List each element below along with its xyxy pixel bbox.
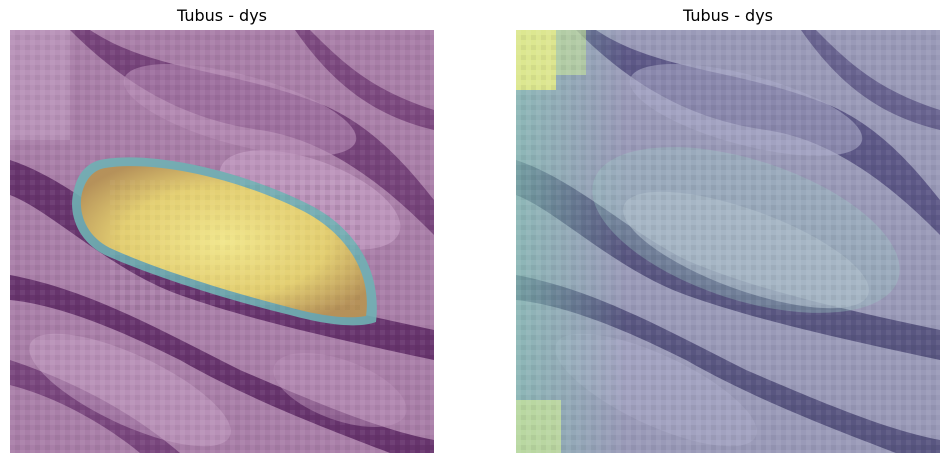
panel-title-left: Tubus - dys [176, 6, 268, 25]
histology-heatmap-canvas [516, 30, 940, 453]
histology-mask-canvas [10, 30, 434, 453]
panel-title-right: Tubus - dys [682, 6, 774, 25]
histology-image-heatmap [516, 30, 940, 453]
histology-image-mask [10, 30, 434, 453]
